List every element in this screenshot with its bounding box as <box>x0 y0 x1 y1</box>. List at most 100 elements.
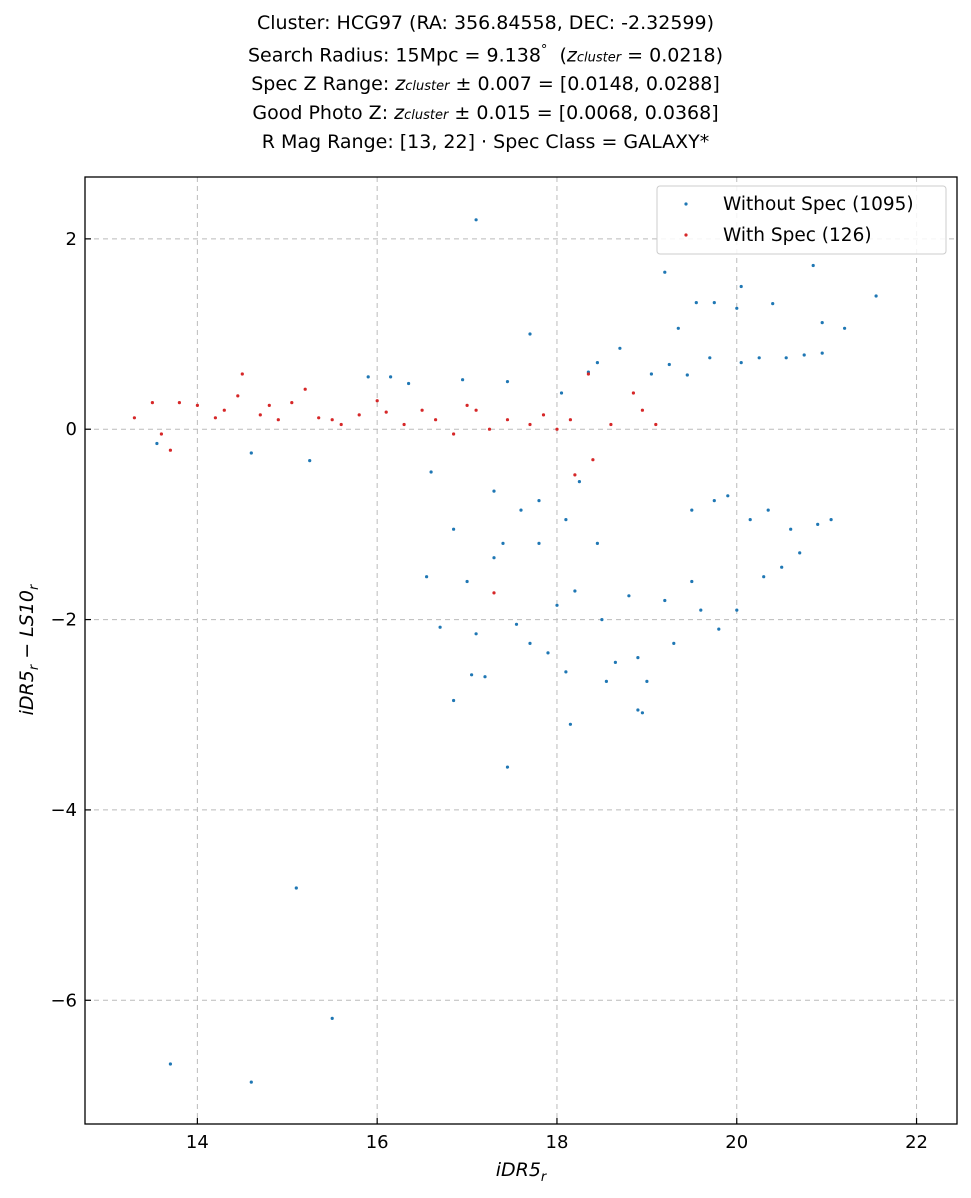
title-line-1: Cluster: HCG97 (RA: 356.84558, DEC: -2.3… <box>257 12 714 34</box>
with-spec-point <box>330 418 334 422</box>
without-spec-point <box>820 321 824 325</box>
without-spec-point <box>249 451 253 455</box>
without-spec-point <box>604 679 609 684</box>
with-spec-point <box>492 591 496 595</box>
without-spec-point <box>429 470 433 474</box>
without-spec-point <box>748 518 752 522</box>
title-line-2-z: z <box>566 44 577 67</box>
without-spec-point <box>483 675 487 679</box>
with-spec-point <box>357 413 361 417</box>
x-tick-label: 20 <box>725 1132 748 1153</box>
without-spec-point <box>407 381 411 386</box>
without-spec-point <box>577 480 582 484</box>
without-spec-point <box>366 375 370 379</box>
without-spec-point <box>564 518 568 522</box>
with-spec-point <box>591 458 595 462</box>
with-spec-point <box>303 387 307 391</box>
with-spec-point <box>267 403 271 407</box>
without-spec-point <box>712 301 716 305</box>
with-spec-point <box>195 403 199 407</box>
x-tick-label: 16 <box>366 1132 389 1153</box>
legend: Without Spec (1095) With Spec (126) <box>656 185 947 255</box>
with-spec-point <box>317 416 321 420</box>
without-spec-point <box>735 608 739 612</box>
title-line-3-prefix: Spec Z Range: <box>251 73 396 96</box>
without-spec-point <box>528 332 532 336</box>
with-spec-point <box>541 413 546 417</box>
without-spec-point <box>595 361 600 365</box>
y-tick-label: 2 <box>66 229 77 250</box>
without-spec-point <box>573 589 577 593</box>
without-spec-point <box>425 575 429 579</box>
title-line-2-suffix: = 0.0218) <box>621 44 724 67</box>
with-spec-point <box>586 372 591 376</box>
with-spec-point <box>487 427 492 431</box>
without-spec-point <box>843 326 847 330</box>
with-spec-point <box>609 422 613 427</box>
without-spec-point <box>249 1080 253 1084</box>
without-spec-point <box>452 527 456 531</box>
without-spec-point <box>168 1062 172 1066</box>
with-spec-point <box>159 432 163 436</box>
without-spec-point <box>461 378 465 382</box>
with-spec-point <box>555 427 559 431</box>
data-points <box>132 218 878 1084</box>
without-spec-point <box>672 641 676 646</box>
without-spec-point <box>330 1016 334 1021</box>
with-spec-point <box>420 408 424 412</box>
without-spec-point <box>474 218 478 222</box>
without-spec-point <box>771 302 775 306</box>
without-spec-point <box>708 356 712 360</box>
without-spec-point <box>766 508 770 512</box>
y-axis-label: iDR5r − LS10r <box>16 583 42 715</box>
without-spec-point <box>663 598 667 603</box>
legend-label-without-spec: Without Spec (1095) <box>723 194 914 215</box>
without-spec-point <box>694 301 698 305</box>
without-spec-point <box>618 346 622 350</box>
title-line-2-degree: ° <box>540 43 548 58</box>
plot-background <box>85 177 957 1124</box>
without-spec-point <box>294 886 298 890</box>
with-spec-point <box>339 422 343 427</box>
with-spec-point <box>631 391 636 395</box>
without-spec-point <box>874 294 878 298</box>
title-line-2: Search Radius: 15Mpc = 9.138° (zcluster … <box>247 43 724 67</box>
without-spec-point <box>519 508 523 512</box>
without-spec-point <box>717 627 721 631</box>
legend-marker-with-spec <box>684 233 688 237</box>
without-spec-point <box>600 618 604 622</box>
without-spec-point <box>452 698 456 703</box>
y-tick-label: −4 <box>50 800 77 821</box>
with-spec-point <box>290 401 294 405</box>
without-spec-point <box>465 579 469 584</box>
without-spec-point <box>514 622 519 626</box>
without-spec-point <box>829 518 833 522</box>
without-spec-point <box>645 679 649 684</box>
with-spec-point <box>640 408 645 412</box>
title-line-4-suffix: ± 0.015 = [0.0068, 0.0368] <box>448 102 719 125</box>
without-spec-point <box>474 632 478 636</box>
without-spec-point <box>546 651 550 655</box>
without-spec-point <box>627 594 631 598</box>
title-line-3-z: z <box>395 73 406 96</box>
without-spec-point <box>492 489 496 493</box>
without-spec-point <box>308 459 312 463</box>
with-spec-point <box>384 410 388 414</box>
without-spec-point <box>802 353 806 357</box>
with-spec-point <box>505 418 510 422</box>
y-tick-label: 0 <box>66 419 77 440</box>
with-spec-point <box>222 408 226 412</box>
without-spec-point <box>780 565 784 569</box>
with-spec-point <box>465 403 469 407</box>
legend-marker-without-spec <box>684 202 688 206</box>
axis-ticks: 14 16 18 20 22 −6 −4 −2 0 2 <box>50 229 928 1153</box>
title-line-3-suffix: ± 0.007 = [0.0148, 0.0288] <box>449 73 720 96</box>
without-spec-point <box>784 356 788 360</box>
title-line-2-sub: cluster <box>576 50 622 66</box>
without-spec-point <box>820 351 824 355</box>
legend-box <box>656 185 947 255</box>
plot-frame <box>84 176 958 1125</box>
y-tick-label: −6 <box>50 990 77 1011</box>
without-spec-point <box>636 656 640 660</box>
without-spec-point <box>816 522 820 527</box>
